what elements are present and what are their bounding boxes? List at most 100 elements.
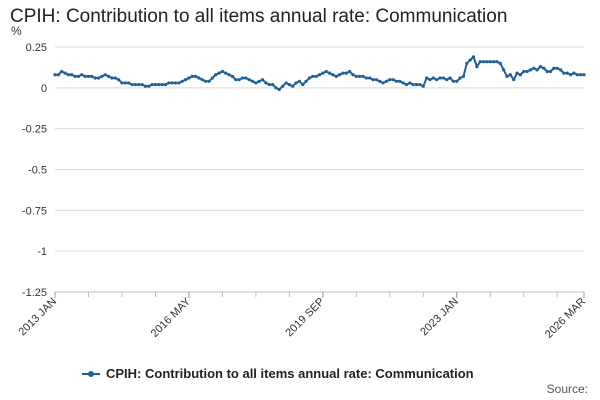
- data-point: [260, 78, 265, 82]
- data-point: [93, 76, 97, 80]
- data-point: [565, 71, 569, 75]
- data-point: [247, 78, 251, 82]
- data-point: [348, 69, 352, 74]
- data-point: [204, 79, 208, 83]
- data-point: [317, 73, 322, 77]
- data-point: [274, 86, 278, 90]
- data-point: [224, 71, 228, 75]
- y-tick-label: 0.25: [26, 42, 47, 54]
- data-point: [575, 73, 579, 77]
- data-point: [461, 74, 466, 78]
- data-point: [488, 60, 492, 64]
- data-point: [117, 78, 121, 82]
- data-point: [63, 71, 67, 75]
- data-point: [515, 71, 519, 75]
- data-point: [374, 78, 379, 82]
- x-tick-label: 2013 JAN: [16, 296, 59, 339]
- y-tick-label: 0: [41, 83, 47, 95]
- data-point: [254, 81, 258, 85]
- data-point: [271, 82, 275, 87]
- data-point: [227, 73, 231, 77]
- data-point: [197, 76, 201, 80]
- legend[interactable]: CPIH: Contribution to all items annual r…: [82, 366, 474, 381]
- data-point: [217, 71, 221, 75]
- data-point: [351, 73, 355, 77]
- data-point: [371, 78, 375, 82]
- data-point: [535, 68, 539, 72]
- x-tick-label: 2019 SEP: [283, 296, 327, 340]
- data-point: [525, 69, 529, 74]
- data-point: [183, 78, 188, 82]
- data-point: [244, 76, 248, 80]
- y-tick-label: -1: [37, 246, 47, 258]
- data-point: [284, 81, 288, 85]
- data-point: [498, 61, 502, 65]
- data-point: [56, 73, 60, 77]
- data-point: [435, 78, 439, 82]
- data-point: [381, 81, 385, 85]
- y-tick-label: -0.25: [22, 124, 47, 136]
- data-point: [478, 60, 482, 64]
- data-point: [194, 74, 198, 78]
- data-point: [394, 79, 399, 83]
- data-point: [468, 58, 472, 62]
- data-point: [86, 74, 91, 78]
- data-point: [528, 68, 533, 72]
- data-point: [150, 82, 154, 87]
- data-point: [76, 74, 81, 78]
- data-point: [368, 76, 372, 80]
- data-point: [230, 74, 235, 78]
- data-point: [90, 74, 94, 78]
- data-point: [502, 68, 506, 72]
- data-point: [552, 66, 556, 70]
- data-point: [220, 69, 225, 74]
- data-point: [438, 76, 442, 80]
- data-point: [53, 73, 57, 77]
- data-point: [455, 79, 459, 83]
- data-point: [542, 66, 546, 70]
- data-point: [281, 84, 285, 88]
- data-point: [73, 74, 77, 78]
- data-point: [562, 71, 566, 75]
- data-point: [127, 81, 131, 85]
- data-point: [508, 73, 512, 77]
- y-tick-label: -0.75: [22, 205, 47, 217]
- data-point: [287, 82, 291, 87]
- data-point: [311, 74, 315, 78]
- data-point: [361, 74, 365, 78]
- data-point: [240, 76, 245, 80]
- data-point: [408, 81, 412, 85]
- data-point: [100, 74, 104, 78]
- data-point: [471, 55, 476, 59]
- data-point: [234, 78, 238, 82]
- data-point: [404, 82, 409, 87]
- data-point: [558, 68, 563, 72]
- data-point: [297, 79, 302, 83]
- data-point: [277, 87, 281, 92]
- data-point: [60, 69, 64, 74]
- data-point: [190, 74, 194, 78]
- data-point: [304, 79, 308, 83]
- data-point: [401, 81, 405, 85]
- data-point: [250, 79, 255, 83]
- data-point: [70, 73, 74, 77]
- data-point: [110, 76, 114, 80]
- data-point: [163, 82, 168, 87]
- data-point: [344, 71, 348, 75]
- data-point: [458, 76, 462, 80]
- data-point: [358, 74, 362, 78]
- data-point: [96, 76, 101, 80]
- data-point: [170, 81, 174, 85]
- data-point: [354, 74, 358, 78]
- data-point: [448, 76, 452, 80]
- data-point: [137, 82, 141, 87]
- data-point: [418, 82, 422, 87]
- data-point: [314, 74, 318, 78]
- data-point: [130, 82, 134, 87]
- data-point: [153, 82, 158, 87]
- data-point: [569, 73, 573, 77]
- data-point: [264, 81, 268, 85]
- data-point: [173, 81, 178, 85]
- data-point: [431, 76, 435, 80]
